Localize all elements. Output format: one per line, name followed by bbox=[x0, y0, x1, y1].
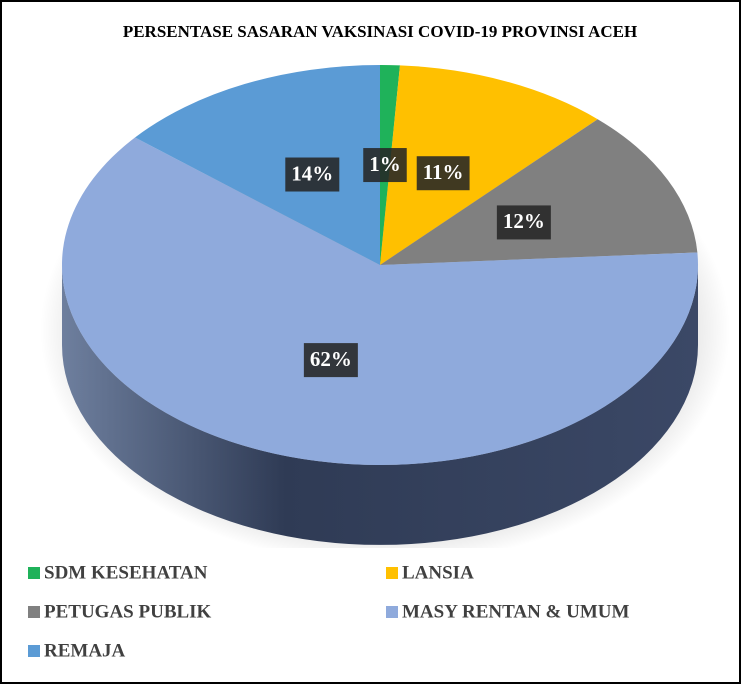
legend-swatch bbox=[386, 606, 398, 618]
pie-slice bbox=[62, 137, 699, 466]
data-label: 11% bbox=[423, 160, 464, 184]
legend-swatch bbox=[28, 606, 40, 618]
legend-label: SDM KESEHATAN bbox=[44, 562, 208, 583]
data-label-box bbox=[303, 343, 358, 378]
data-label-box bbox=[416, 156, 470, 191]
legend-swatch bbox=[28, 567, 40, 579]
pie-slice bbox=[380, 119, 698, 266]
data-label-box bbox=[285, 157, 340, 192]
legend-label: PETUGAS PUBLIK bbox=[44, 601, 212, 622]
data-label: 62% bbox=[310, 347, 352, 371]
pie-slice bbox=[134, 65, 380, 265]
pie-side bbox=[62, 265, 698, 545]
data-label-box bbox=[496, 205, 551, 240]
legend-label: LANSIA bbox=[402, 562, 474, 583]
legend-swatch bbox=[386, 567, 398, 579]
data-label: 14% bbox=[291, 161, 333, 185]
data-label-box bbox=[363, 148, 407, 183]
legend-area bbox=[10, 548, 731, 676]
chart-title: PERSENTASE SASARAN VAKSINASI COVID-19 PR… bbox=[123, 22, 637, 41]
legend-label: MASY RENTAN & UMUM bbox=[402, 601, 630, 622]
pie-slice bbox=[380, 65, 598, 265]
legend-swatch bbox=[28, 645, 40, 657]
data-label: 12% bbox=[503, 209, 545, 233]
legend-label: REMAJA bbox=[44, 640, 126, 661]
data-label: 1% bbox=[369, 152, 401, 176]
